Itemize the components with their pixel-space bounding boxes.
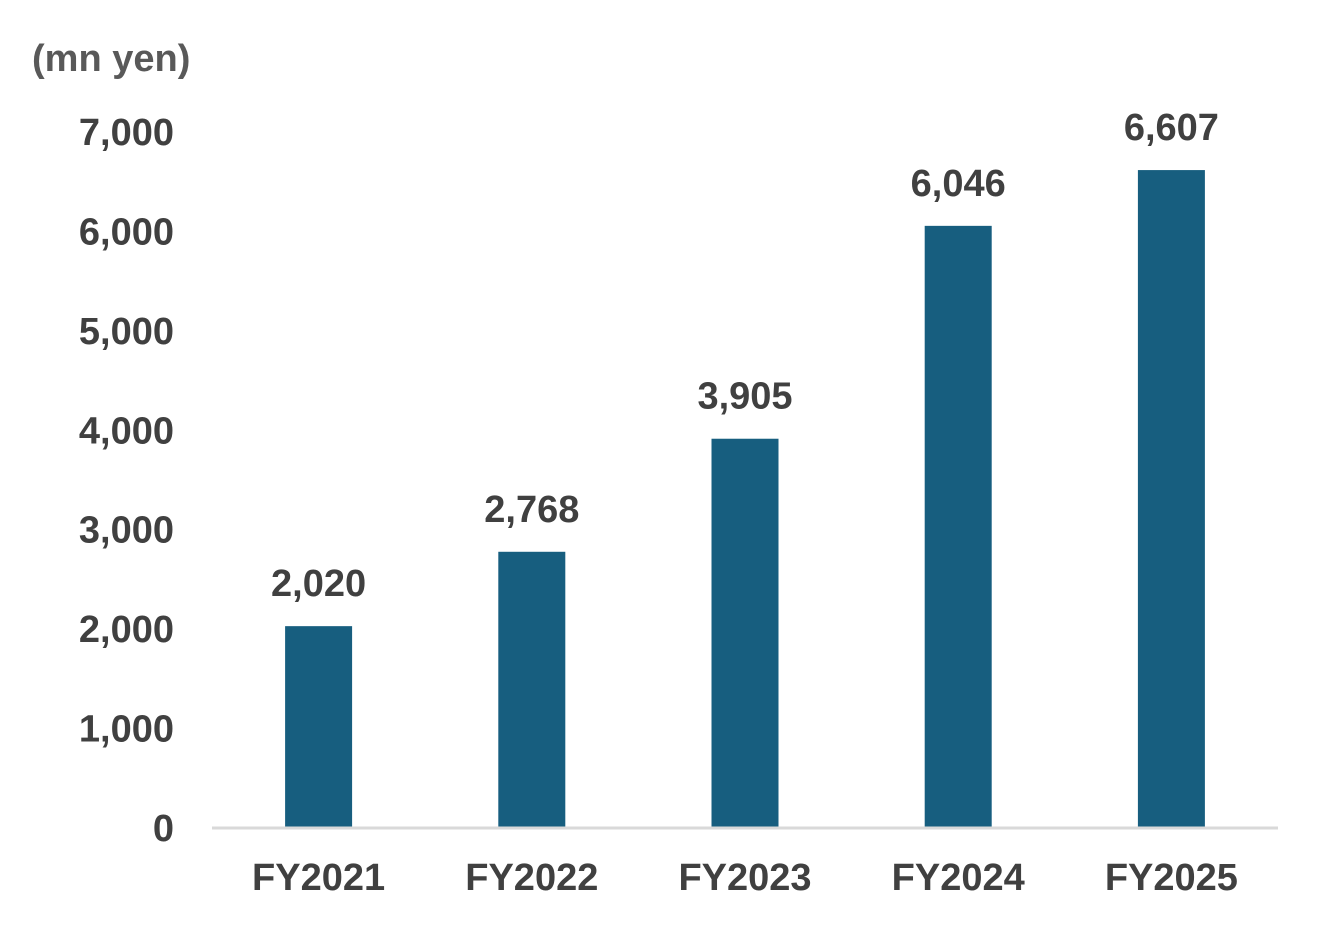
y-tick-label: 0 <box>153 808 174 850</box>
bar-fy2025 <box>1137 170 1205 827</box>
bar-fy2022 <box>498 551 566 827</box>
unit-label: (mn yen) <box>32 38 190 80</box>
y-tick-label: 7,000 <box>79 112 174 154</box>
bar-fy2023 <box>711 438 779 827</box>
y-tick-label: 3,000 <box>79 510 174 552</box>
y-tick-label: 6,000 <box>79 211 174 253</box>
data-label-fy2023: 3,905 <box>697 376 792 418</box>
x-tick-label-fy2025: FY2025 <box>1105 857 1238 899</box>
data-label-fy2024: 6,046 <box>911 163 1006 205</box>
x-tick-label-fy2023: FY2023 <box>678 857 811 899</box>
y-tick-label: 4,000 <box>79 410 174 452</box>
bar-series <box>285 170 1205 827</box>
bar-fy2024 <box>924 225 992 827</box>
x-axis-labels: FY2021 FY2022 FY2023 FY2024 FY2025 <box>252 857 1238 899</box>
y-tick-label: 1,000 <box>79 709 174 751</box>
data-label-fy2021: 2,020 <box>271 563 366 605</box>
data-label-fy2025: 6,607 <box>1124 107 1219 149</box>
y-axis-ticks: 0 1,000 2,000 3,000 4,000 5,000 6,000 7,000 <box>79 112 174 850</box>
x-tick-label-fy2021: FY2021 <box>252 857 385 899</box>
y-tick-label: 2,000 <box>79 609 174 651</box>
bar-fy2021 <box>285 626 353 827</box>
y-tick-label: 5,000 <box>79 311 174 353</box>
data-label-fy2022: 2,768 <box>484 489 579 531</box>
x-tick-label-fy2024: FY2024 <box>892 857 1025 899</box>
data-labels: 2,020 2,768 3,905 6,046 6,607 <box>271 107 1219 605</box>
x-tick-label-fy2022: FY2022 <box>465 857 598 899</box>
